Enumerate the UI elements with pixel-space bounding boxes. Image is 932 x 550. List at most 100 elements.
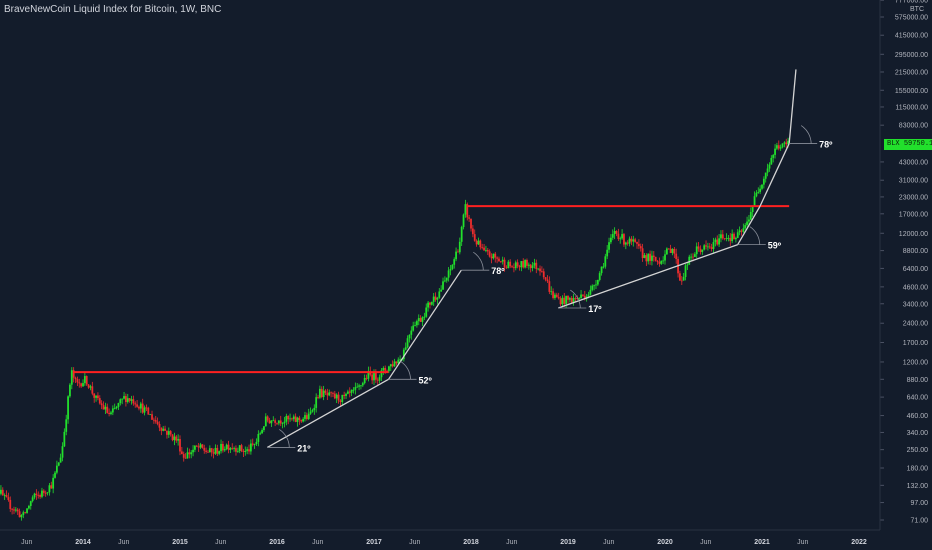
- candle-body: [158, 423, 161, 428]
- candle-body: [501, 259, 504, 262]
- candle-body: [382, 367, 385, 371]
- candle-body: [621, 234, 623, 239]
- candle-body: [529, 264, 532, 269]
- candle-body: [388, 366, 390, 371]
- price-axis[interactable]: 777000.00 575000.00 415000.00 295000.00 2150…: [879, 0, 929, 530]
- y-tick-label: 880.00: [907, 377, 929, 384]
- candle-body: [264, 416, 267, 427]
- candle-body: [440, 289, 443, 292]
- y-tick-label: 115000.00: [895, 104, 928, 111]
- candle-body: [779, 147, 782, 149]
- candle-body: [485, 250, 487, 251]
- candle-body: [395, 361, 398, 364]
- candle-body: [85, 376, 88, 385]
- candle-body: [358, 385, 360, 387]
- candles: [0, 137, 790, 521]
- x-tick-label: Jun: [21, 539, 32, 546]
- candle-body: [287, 415, 290, 420]
- candle-body: [108, 412, 111, 414]
- candle-body: [686, 264, 689, 266]
- candle-body: [665, 248, 668, 255]
- y-tick-label: 3400.00: [903, 301, 928, 308]
- candle-body: [559, 298, 562, 305]
- candle-body: [72, 370, 75, 378]
- candle-body: [119, 399, 122, 404]
- candle-body: [283, 421, 286, 424]
- candle-body: [679, 273, 681, 281]
- candle-body: [449, 269, 452, 271]
- candle-body: [772, 154, 775, 158]
- candle-body: [707, 246, 709, 248]
- candle-body: [248, 449, 250, 452]
- candle-body: [522, 261, 525, 268]
- candle-body: [393, 361, 396, 367]
- x-tick-label: Jun: [215, 539, 226, 546]
- candle-body: [350, 389, 353, 393]
- candle-body: [97, 395, 99, 399]
- candle-body: [503, 259, 506, 268]
- candle-body: [182, 454, 185, 458]
- x-tick-label: 2014: [75, 539, 91, 546]
- candle-body: [453, 259, 456, 265]
- candle-body: [731, 233, 734, 242]
- candle-body: [783, 142, 786, 144]
- candle-body: [363, 377, 366, 384]
- candle-body: [475, 240, 478, 245]
- candle-body: [33, 493, 36, 498]
- time-axis[interactable]: Jun 2014 Jun 2015 Jun 2016 Jun 2017 Jun 2018 Jun 20…: [0, 529, 880, 546]
- candle-body: [455, 251, 457, 260]
- candle-body: [1, 489, 4, 496]
- angle-label: 59º: [768, 241, 782, 251]
- y-tick-label: 340.00: [907, 430, 929, 437]
- candle-body: [637, 243, 640, 247]
- candle-body: [305, 415, 308, 419]
- candle-body: [143, 407, 146, 413]
- candle-body: [186, 452, 189, 459]
- candle-body: [244, 450, 247, 452]
- candle-body: [76, 379, 79, 383]
- candle-body: [742, 228, 745, 232]
- x-tick-label: Jun: [409, 539, 420, 546]
- candle-body: [412, 325, 415, 331]
- angle-label: 52º: [419, 375, 433, 385]
- candle-body: [98, 398, 101, 404]
- candle-body: [535, 262, 538, 269]
- candle-body: [479, 240, 482, 248]
- candle-body: [125, 396, 127, 402]
- candle-body: [468, 217, 471, 219]
- candle-body: [29, 501, 32, 506]
- candle-body: [356, 386, 359, 388]
- candle-body: [430, 301, 433, 305]
- candle-body: [0, 489, 2, 494]
- candle-body: [48, 485, 51, 493]
- candle-body: [546, 279, 549, 282]
- candle-body: [596, 279, 599, 285]
- candle-body: [317, 397, 319, 398]
- y-tick-label: 43000.00: [899, 159, 928, 166]
- x-tick-label: Jun: [118, 539, 129, 546]
- angle-arc: [570, 289, 581, 309]
- candle-body: [41, 490, 43, 497]
- candle-body: [238, 445, 241, 452]
- candle-body: [710, 247, 713, 249]
- candle-body: [13, 509, 15, 511]
- candle-body: [89, 386, 92, 388]
- angle-arc: [279, 429, 290, 448]
- candle-body: [427, 302, 429, 308]
- candle-body: [460, 227, 463, 242]
- candle-body: [628, 238, 631, 244]
- candle-body: [391, 364, 394, 367]
- candle-body: [91, 386, 94, 394]
- candle-body: [348, 391, 351, 393]
- candle-body: [632, 239, 635, 242]
- trendline: [788, 69, 797, 144]
- candle-body: [255, 441, 258, 445]
- candle-body: [169, 431, 172, 435]
- candle-body: [35, 493, 38, 495]
- y-tick-label: 8800.00: [903, 248, 928, 255]
- candle-body: [462, 214, 465, 228]
- candle-body: [380, 370, 383, 378]
- candle-body: [304, 415, 306, 419]
- candle-body: [776, 145, 778, 149]
